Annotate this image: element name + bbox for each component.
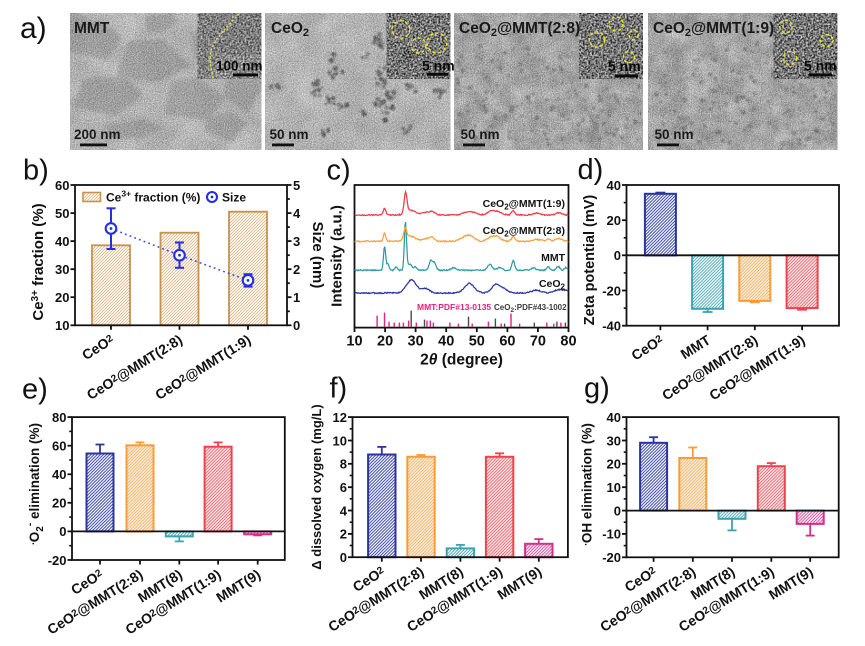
- svg-text:10: 10: [333, 433, 347, 448]
- svg-text:CeO2@MMT(2:8): CeO2@MMT(2:8): [459, 20, 580, 39]
- svg-text:10: 10: [346, 334, 362, 350]
- svg-text:g): g): [584, 373, 610, 405]
- svg-text:f): f): [330, 373, 348, 405]
- svg-text:12: 12: [333, 410, 347, 425]
- svg-text:5: 5: [293, 178, 300, 193]
- svg-text:6: 6: [340, 480, 347, 495]
- svg-text:100 nm: 100 nm: [216, 59, 263, 74]
- svg-text:50 nm: 50 nm: [461, 127, 500, 142]
- svg-text:-40: -40: [602, 319, 621, 334]
- svg-text:MMT: MMT: [74, 20, 110, 37]
- svg-text:10: 10: [607, 480, 621, 495]
- svg-text:4: 4: [293, 206, 301, 221]
- svg-text:40: 40: [52, 467, 66, 482]
- svg-text:Ce3+ fraction (%): Ce3+ fraction (%): [106, 189, 200, 205]
- svg-text:80: 80: [560, 334, 576, 350]
- svg-text:Size: Size: [222, 191, 246, 205]
- svg-text:a): a): [20, 12, 47, 45]
- svg-text:40: 40: [607, 410, 621, 425]
- svg-text:MMT: MMT: [541, 252, 565, 264]
- svg-text:40: 40: [55, 234, 69, 249]
- svg-text:0: 0: [293, 318, 300, 333]
- svg-text:30: 30: [408, 334, 424, 350]
- svg-text:60: 60: [499, 334, 515, 350]
- svg-text:-20: -20: [602, 550, 621, 565]
- svg-text:8: 8: [340, 457, 347, 472]
- svg-text:.OH elimination (%): .OH elimination (%): [579, 423, 595, 546]
- svg-text:2: 2: [340, 527, 347, 542]
- svg-text:2θ (degree): 2θ (degree): [420, 352, 503, 369]
- svg-text:c): c): [327, 155, 351, 187]
- svg-text:5 nm: 5 nm: [422, 58, 455, 74]
- svg-text:CeO2: CeO2: [539, 278, 566, 292]
- svg-text:80: 80: [52, 410, 66, 425]
- svg-text:Zeta potential (mV): Zeta potential (mV): [582, 195, 598, 326]
- svg-text:-20: -20: [48, 553, 67, 568]
- svg-text:-10: -10: [602, 527, 621, 542]
- svg-text:50 nm: 50 nm: [270, 127, 309, 142]
- svg-text:20: 20: [607, 457, 621, 472]
- svg-text:1: 1: [293, 290, 300, 305]
- svg-text:10: 10: [55, 318, 69, 333]
- svg-text:70: 70: [530, 334, 546, 350]
- svg-text:0: 0: [59, 524, 66, 539]
- svg-text:30: 30: [55, 262, 69, 277]
- svg-text:CeO2@MMT(1:9): CeO2@MMT(1:9): [653, 20, 774, 39]
- svg-text:.O2- elimination (%): .O2- elimination (%): [25, 423, 46, 545]
- svg-text:Δ dissolved oxygen (mg/L): Δ dissolved oxygen (mg/L): [309, 404, 324, 569]
- svg-text:e): e): [22, 374, 48, 406]
- svg-text:0: 0: [614, 503, 621, 518]
- svg-text:20: 20: [607, 213, 621, 228]
- svg-text:5 nm: 5 nm: [804, 58, 837, 74]
- svg-text:0: 0: [614, 248, 621, 263]
- svg-text:b): b): [23, 155, 49, 187]
- svg-text:MMT:PDF#13-0135: MMT:PDF#13-0135: [417, 302, 491, 312]
- svg-text:20: 20: [377, 334, 393, 350]
- svg-text:5 nm: 5 nm: [608, 58, 641, 74]
- svg-text:CeO2: CeO2: [271, 20, 309, 39]
- svg-text:CeO2@MMT(2:8): CeO2@MMT(2:8): [483, 225, 565, 239]
- svg-text:Size (nm): Size (nm): [309, 222, 326, 289]
- svg-text:3: 3: [293, 234, 300, 249]
- svg-text:4: 4: [340, 503, 348, 518]
- svg-text:-20: -20: [602, 283, 621, 298]
- svg-text:d): d): [578, 154, 604, 186]
- svg-text:50 nm: 50 nm: [655, 127, 694, 142]
- svg-text:Intensity (a.u.): Intensity (a.u.): [329, 205, 346, 307]
- svg-text:50: 50: [469, 334, 485, 350]
- svg-text:60: 60: [52, 439, 66, 454]
- svg-text:Ce3+ fraction (%): Ce3+ fraction (%): [30, 203, 47, 320]
- svg-text:20: 20: [52, 496, 66, 511]
- svg-text:CeO2@MMT(1:9): CeO2@MMT(1:9): [483, 198, 565, 212]
- svg-text:40: 40: [607, 178, 621, 193]
- svg-text:0: 0: [340, 550, 347, 565]
- svg-text:30: 30: [607, 433, 621, 448]
- svg-text:60: 60: [55, 178, 69, 193]
- svg-text:CeO2:PDF#43-1002: CeO2:PDF#43-1002: [494, 303, 567, 314]
- svg-text:20: 20: [55, 290, 69, 305]
- svg-text:2: 2: [293, 262, 300, 277]
- svg-text:200 nm: 200 nm: [74, 127, 121, 142]
- svg-text:50: 50: [55, 206, 69, 221]
- svg-text:40: 40: [438, 334, 454, 350]
